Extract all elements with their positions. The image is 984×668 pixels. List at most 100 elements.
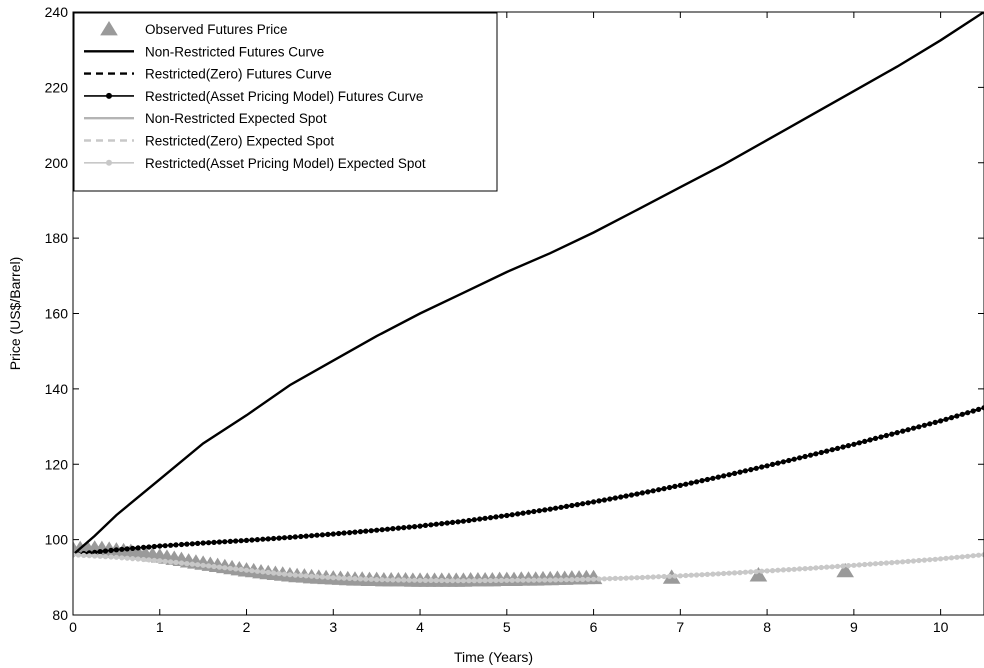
series-3-marker: [151, 543, 157, 550]
series-3-marker: [314, 532, 320, 538]
series-3-marker: [222, 539, 228, 545]
series-3-marker: [845, 443, 852, 449]
series-6-marker: [130, 556, 136, 562]
series-6-marker: [200, 562, 206, 568]
series-3-marker: [704, 476, 711, 483]
series-6-marker: [368, 576, 374, 582]
series-3-marker: [319, 532, 325, 538]
series-6-marker: [786, 567, 792, 573]
series-3-marker: [195, 540, 201, 547]
series-6-marker: [466, 578, 472, 584]
series-3-marker: [732, 470, 738, 476]
series-6-marker: [330, 575, 336, 581]
series-6-marker: [715, 571, 721, 577]
series-6-marker: [807, 565, 814, 571]
series-6-marker: [531, 577, 537, 583]
series-3-marker: [303, 533, 309, 539]
series-6-marker: [732, 570, 738, 576]
series-6-marker: [737, 570, 743, 576]
series-6-marker: [558, 577, 564, 583]
x-tick-label: 1: [156, 619, 164, 635]
series-3-marker: [135, 545, 141, 551]
series-6-marker: [574, 576, 580, 583]
series-6-marker: [271, 570, 277, 576]
series-3-marker: [699, 478, 705, 484]
series-3-marker: [688, 480, 694, 486]
series-6-marker: [363, 576, 369, 582]
series-6-marker: [243, 567, 250, 573]
series-6-marker: [726, 570, 732, 576]
series-6-marker: [910, 558, 917, 564]
series-3-marker: [108, 547, 114, 554]
series-6-marker: [634, 575, 640, 581]
series-3-marker: [666, 484, 673, 491]
y-axis-label: Price (US$/Barrel): [7, 257, 23, 371]
series-6-marker: [954, 554, 960, 560]
series-6-marker: [189, 561, 195, 567]
series-6-marker: [168, 559, 174, 565]
series-6-marker: [319, 574, 325, 580]
series-6-marker: [140, 556, 147, 563]
series-3-marker: [802, 453, 808, 460]
series-3-marker: [184, 541, 190, 547]
series-3-marker: [238, 538, 244, 544]
x-tick-label: 7: [676, 619, 684, 635]
legend-label: Observed Futures Price: [145, 22, 288, 37]
series-6-marker: [97, 553, 103, 559]
y-tick-label: 80: [52, 607, 68, 623]
series-6-marker: [108, 554, 114, 560]
series-6-marker: [314, 574, 320, 580]
y-tick-label: 160: [45, 306, 69, 322]
series-6-marker: [412, 577, 418, 583]
series-3-marker: [309, 533, 315, 539]
series-6-marker: [173, 559, 179, 566]
series-3-marker: [553, 505, 559, 511]
series-3-marker: [813, 451, 819, 457]
series-6-marker: [900, 559, 906, 565]
series-6-marker: [374, 577, 380, 583]
legend-label: Restricted(Zero) Futures Curve: [145, 67, 332, 82]
series-3-marker: [113, 547, 119, 553]
series-3-marker: [460, 518, 466, 524]
series-3-marker: [916, 424, 922, 430]
series-3-marker: [872, 435, 879, 441]
series-6-marker: [195, 562, 201, 568]
series-6-marker: [835, 563, 841, 570]
series-6-marker: [748, 569, 754, 575]
series-3-marker: [216, 539, 222, 545]
series-6-marker: [450, 578, 456, 584]
series-3-marker: [791, 456, 797, 462]
series-6-marker: [347, 575, 353, 582]
series-6-marker: [905, 558, 911, 565]
series-3-marker: [455, 519, 461, 525]
series-3-marker: [374, 527, 380, 533]
series-6-marker: [607, 576, 613, 582]
series-6-marker: [775, 567, 781, 573]
series-3-marker: [498, 513, 504, 519]
series-6-marker: [802, 566, 808, 572]
series-6-marker: [151, 557, 157, 563]
series-6-marker: [981, 552, 984, 558]
x-tick-label: 10: [933, 619, 949, 635]
series-6-marker: [184, 561, 190, 567]
series-3-marker: [927, 421, 933, 427]
legend-label: Restricted(Asset Pricing Model) Futures …: [145, 89, 423, 104]
series-3-marker: [146, 544, 152, 550]
series-6-marker: [433, 577, 439, 584]
series-3-marker: [775, 460, 781, 466]
series-3-marker: [390, 526, 396, 532]
series-3-marker: [357, 529, 363, 535]
series-6-marker: [813, 565, 819, 571]
series-3-marker: [140, 544, 147, 551]
series-3-marker: [504, 512, 510, 519]
series-3-marker: [531, 508, 537, 515]
series-layer: [73, 12, 984, 587]
series-6-marker: [688, 572, 694, 578]
series-6-marker: [482, 577, 488, 584]
series-6-marker: [211, 563, 217, 570]
series-3-marker: [563, 503, 570, 509]
series-3-marker: [851, 441, 857, 447]
series-3-marker: [883, 432, 890, 439]
series-3-marker: [493, 514, 499, 520]
series-6-marker: [390, 577, 396, 583]
